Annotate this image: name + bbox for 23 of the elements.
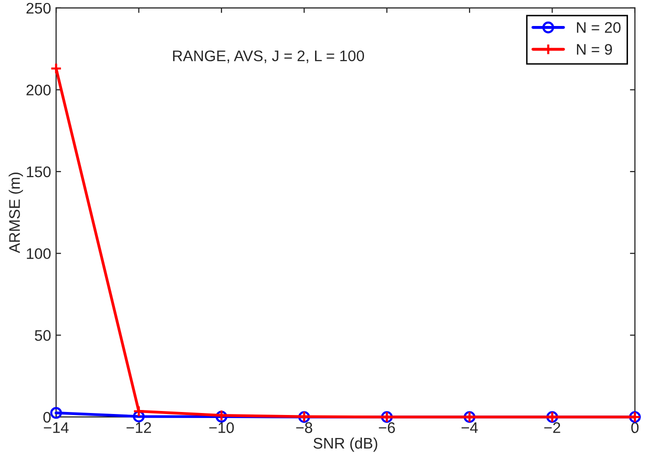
x-tick-label: −2 xyxy=(544,422,560,433)
y-tick-label: 150 xyxy=(26,166,51,178)
x-tick-label: −6 xyxy=(378,422,395,434)
point xyxy=(132,410,145,422)
point xyxy=(132,405,145,418)
annotation: RANGE, AVS, J = 2, L = 100 xyxy=(173,50,364,64)
legend-label: N = 9 xyxy=(576,44,612,55)
y-tick-label: 0 xyxy=(43,412,51,423)
x-tick-label: −8 xyxy=(296,422,312,434)
point xyxy=(50,62,62,74)
y-tick-label: 50 xyxy=(34,330,51,341)
y-tick-label: 250 xyxy=(26,2,51,14)
point xyxy=(50,406,62,419)
y-axis-title: ARMSE (m) xyxy=(8,172,23,254)
x-tick-label: −14 xyxy=(44,422,69,433)
y-tick-label: 200 xyxy=(26,84,51,96)
x-tick-label: −12 xyxy=(126,422,151,433)
x-tick-label: −4 xyxy=(462,422,478,433)
y-tick-label: 100 xyxy=(26,248,51,260)
x-axis-title: SNR (dB) xyxy=(314,437,378,452)
x-tick-label: −10 xyxy=(209,422,234,434)
legend-label: N = 20 xyxy=(576,22,621,33)
x-tick-label: 0 xyxy=(631,422,639,434)
